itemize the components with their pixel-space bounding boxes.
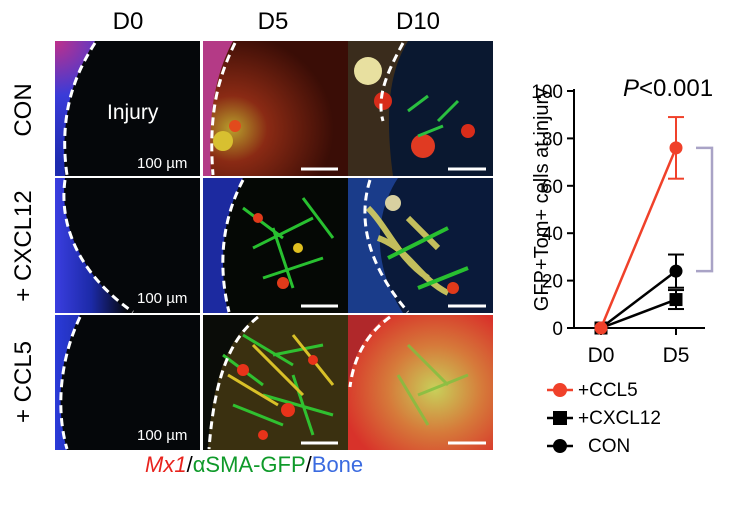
legend-label-ccl5: +CCL5 [578,380,638,401]
significance-bracket [696,146,714,273]
micrograph-ccl5-d5 [203,315,348,450]
y-tick-label: 40 [542,224,563,245]
data-point-ccl5 [594,321,608,335]
caption-separator: / [186,452,193,477]
micrograph-cxcl12-d5 [203,178,348,313]
scale-bar-label: 100 µm [137,155,188,172]
caption-bone: Bone [311,452,364,477]
x-tick-label: D5 [663,344,690,367]
column-label-d0: D0 [112,8,144,35]
data-point-cxcl12 [669,293,683,307]
row-label-con: CON [10,83,37,137]
row-label-ccl5: + CCL5 [10,340,37,424]
micrograph-con-d5 [203,41,348,176]
legend-marker-ccl5 [547,383,573,397]
y-tick-label: 80 [542,129,563,150]
micrograph-cxcl12-d0: 100 µm [55,178,200,313]
scale-bar-label: 100 µm [137,427,188,444]
micrograph-ccl5-d10 [348,315,493,450]
data-point-ccl5 [669,141,683,155]
scale-bar-label: 100 µm [137,290,188,307]
injury-label: Injury [107,101,159,124]
caption-mx1: Mx1 [145,452,187,477]
series-line-con [600,270,677,329]
y-axis-label: GFP+Tom+ cells at injury [531,88,553,311]
micrograph-cxcl12-d10 [348,178,493,313]
row-label-cxcl12: + CXCL12 [10,190,37,302]
y-tick-label: 20 [542,272,563,293]
channel-caption: Mx1/αSMA-GFP/Bone [145,452,363,478]
micrograph-ccl5-d0: 100 µm [55,315,200,450]
data-point-con [669,264,683,278]
legend-marker-con [547,439,573,453]
caption-separator: / [305,452,312,477]
micrograph-con-d0: Injury 100 µm [55,41,200,176]
series-line-ccl5 [599,147,678,329]
micrograph-con-d10 [348,41,493,176]
column-label-d5: D5 [257,8,289,35]
caption-gfp: αSMA-GFP [192,452,306,477]
p-value-annotation: P<0.001 [623,75,713,102]
y-tick-label: 0 [552,319,563,340]
y-tick-label: 100 [531,82,563,103]
legend-marker-cxcl12 [547,411,573,425]
line-chart: 0 20 40 60 80 100 D0 D5 GFP+Tom+ cells at injury… [531,75,714,367]
x-tick-label: D0 [588,344,615,367]
y-tick-label: 60 [542,177,563,198]
legend-label-cxcl12: +CXCL12 [578,408,661,429]
column-label-d10: D10 [395,8,441,35]
legend-label-con: CON [588,436,631,457]
series-line-cxcl12 [600,298,677,330]
